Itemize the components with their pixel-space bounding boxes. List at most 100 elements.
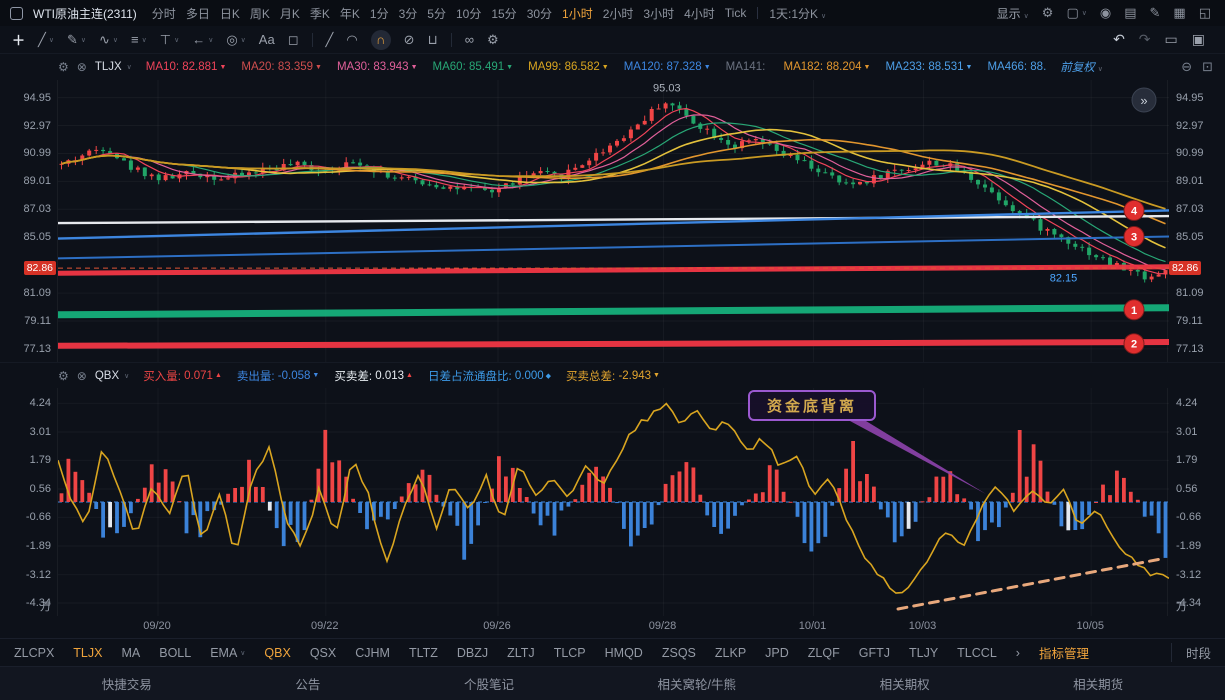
- indicator-name[interactable]: TLJX: [94, 61, 122, 73]
- hide-drawings-tool[interactable]: ⊘: [403, 31, 415, 47]
- pencil-tool[interactable]: ✎ ∨: [66, 31, 86, 47]
- tabs-more-icon[interactable]: ›: [1015, 645, 1020, 660]
- ma-legend-item[interactable]: MA233: 88.531 ▼: [885, 61, 973, 73]
- timeframe-item[interactable]: 年K: [339, 6, 360, 21]
- timeframe-item[interactable]: 季K: [309, 6, 330, 21]
- chevrons-right-icon[interactable]: »: [1140, 93, 1147, 108]
- comment-tool[interactable]: ◻: [287, 31, 299, 47]
- ma-legend-item[interactable]: MA99: 86.582 ▼: [528, 61, 609, 73]
- ma-legend-item[interactable]: MA182: 88.204 ▼: [783, 61, 871, 73]
- ma-legend-item[interactable]: MA60: 85.491 ▼: [432, 61, 514, 73]
- channel-tool[interactable]: ≡ ∨: [131, 32, 147, 47]
- magnet-tool[interactable]: ∩: [370, 29, 391, 50]
- settings-gear-icon[interactable]: ⚙: [1041, 5, 1054, 20]
- indicator-tab[interactable]: BOLL: [159, 645, 192, 660]
- delete-drawings-tool[interactable]: ⊔: [427, 31, 438, 47]
- indicator-tab[interactable]: ZLTJ: [507, 645, 535, 660]
- indicator-tab[interactable]: HMQD: [604, 645, 643, 660]
- adjust-mode-select[interactable]: 前复权 ∨: [1060, 62, 1103, 74]
- timeframe-item[interactable]: 多日: [185, 6, 210, 21]
- indicator-tab[interactable]: TLJY: [908, 645, 939, 660]
- indicator-tab[interactable]: TLTZ: [408, 645, 438, 660]
- multi-panel-icon[interactable]: ▣: [1191, 31, 1205, 47]
- maximize-panel-icon[interactable]: ⊡: [1202, 59, 1213, 74]
- timeframe-item[interactable]: 2小时: [602, 6, 634, 21]
- gear-icon[interactable]: ⚙: [58, 368, 69, 383]
- timeframe-item[interactable]: Tick: [724, 6, 747, 20]
- indicator-tab[interactable]: QBX: [264, 645, 291, 660]
- window-icon[interactable]: [10, 6, 23, 20]
- edit-icon[interactable]: ✎: [1149, 5, 1161, 20]
- indicator-tab[interactable]: JPD: [765, 645, 789, 660]
- ma-legend-item[interactable]: MA20: 83.359 ▼: [241, 61, 322, 73]
- tool[interactable]: [450, 32, 452, 47]
- ma-legend-item[interactable]: MA120: 87.328 ▼: [623, 61, 711, 73]
- timeframe-item[interactable]: 15分: [491, 6, 517, 21]
- drawing-settings-icon[interactable]: ⚙: [487, 31, 499, 47]
- shape-tool[interactable]: ◎ ∨: [226, 31, 246, 47]
- crosshair-tool[interactable]: ＋: [12, 33, 26, 48]
- trendline-tool[interactable]: ╱ ∨: [38, 31, 54, 47]
- indicator-tab[interactable]: CJHM: [355, 645, 390, 660]
- footer-item[interactable]: 相关期权: [879, 678, 930, 692]
- timeframe-item[interactable]: 月K: [279, 6, 300, 21]
- indicator-tab[interactable]: ZSQS: [661, 645, 696, 660]
- main-chart-plot[interactable]: 95.03 82.15 4 3 1 2 »: [57, 80, 1169, 362]
- camera-icon[interactable]: ◉: [1099, 5, 1112, 20]
- indicator-tab[interactable]: ZLCPX: [14, 645, 55, 660]
- indicator-tab[interactable]: TLCP: [553, 645, 586, 660]
- indicator-tab[interactable]: EMA ∨: [210, 645, 246, 660]
- single-panel-icon[interactable]: ▭: [1164, 31, 1178, 47]
- footer-item[interactable]: 公告: [295, 678, 321, 692]
- collapse-panel-icon[interactable]: ⊖: [1181, 59, 1193, 74]
- arrow-tool[interactable]: ← ∨: [192, 32, 214, 47]
- redo-icon[interactable]: ↷: [1138, 31, 1151, 47]
- ray-tool[interactable]: ╱: [325, 31, 334, 47]
- chart-note-icon[interactable]: ▤: [1124, 5, 1137, 20]
- trend-line[interactable]: [896, 557, 1163, 611]
- timeframe-item[interactable]: 3小时: [643, 6, 675, 21]
- ma-legend-item[interactable]: MA10: 82.881 ▼: [145, 61, 227, 73]
- footer-item[interactable]: 相关窝轮/牛熊: [657, 678, 736, 692]
- timeframe-item[interactable]: 日K: [219, 6, 240, 21]
- ma-legend-item[interactable]: MA466: 88.: [987, 61, 1047, 73]
- footer-item[interactable]: 相关期货: [1073, 678, 1124, 692]
- indicator-tab[interactable]: MA: [121, 645, 141, 660]
- annotation-callout[interactable]: 资金底背离: [748, 390, 876, 421]
- timeframe-item[interactable]: 30分: [526, 6, 553, 21]
- indicator-tab[interactable]: QSX: [309, 645, 337, 660]
- indicator-tab[interactable]: ZLQF: [807, 645, 840, 660]
- wave-tool[interactable]: ∿ ∨: [99, 31, 119, 47]
- indicator-tab[interactable]: TLCCL: [957, 645, 997, 660]
- grid-layout-icon[interactable]: ▦: [1173, 5, 1186, 20]
- tool[interactable]: [311, 32, 313, 47]
- timeframe-item[interactable]: 10分: [455, 6, 482, 21]
- session-select[interactable]: 时段: [1170, 643, 1211, 662]
- timeframe-item[interactable]: 1小时: [562, 6, 593, 21]
- gear-icon[interactable]: ⚙: [58, 60, 69, 74]
- indicator-tab[interactable]: GFTJ: [858, 645, 890, 660]
- chart-expand-button[interactable]: [1131, 87, 1157, 113]
- timeframe-item[interactable]: 分时: [151, 6, 176, 21]
- footer-item[interactable]: 个股笔记: [463, 678, 514, 692]
- ma-legend-item[interactable]: MA30: 83.943 ▼: [336, 61, 418, 73]
- timeframe-item[interactable]: 5分: [427, 6, 446, 21]
- sub-chart-plot[interactable]: 资金底背离: [57, 388, 1169, 616]
- timeframe-item[interactable]: 3分: [398, 6, 418, 21]
- expand-window-icon[interactable]: ◱: [1198, 5, 1211, 20]
- close-indicator-icon[interactable]: ⊗: [76, 368, 87, 383]
- eraser-tool[interactable]: ◠: [346, 31, 358, 47]
- text-tool[interactable]: Aa: [258, 32, 275, 47]
- indicator-tab[interactable]: ZLKP: [714, 645, 747, 660]
- custom-period-select[interactable]: 1天:1分K ∨: [769, 6, 827, 21]
- timeframe-item[interactable]: 1分: [369, 6, 389, 21]
- indicator-manage-button[interactable]: 指标管理: [1038, 647, 1089, 661]
- close-indicator-icon[interactable]: ⊗: [76, 60, 87, 74]
- indicator-tab[interactable]: DBZJ: [456, 645, 489, 660]
- timeframe-item[interactable]: 周K: [249, 6, 270, 21]
- ma-legend-item[interactable]: MA141:: [725, 61, 766, 73]
- layout-select-icon[interactable]: ▢ ∨: [1066, 5, 1087, 20]
- indicator-name[interactable]: QBX: [94, 369, 120, 382]
- timeframe-item[interactable]: 4小时: [684, 6, 715, 21]
- gann-tool[interactable]: ⊤ ∨: [159, 31, 180, 47]
